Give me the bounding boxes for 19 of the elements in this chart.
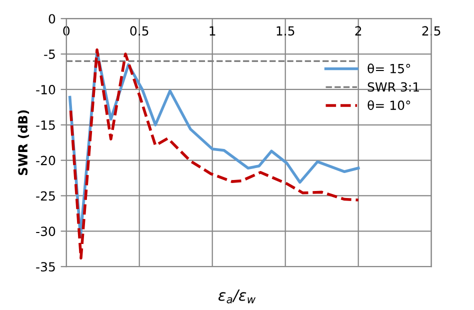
legend-label: θ= 10° (368, 100, 410, 110)
x-tick-label: 1 (210, 26, 216, 36)
y-tick-label: -20 (36, 156, 56, 166)
x-tick-label: 2 (355, 26, 362, 36)
y-tick-label: -35 (36, 262, 55, 272)
x-axis-title: ε$_{a}$/ε$_{w}$ (218, 290, 256, 304)
y-tick-label: 0 (48, 14, 56, 24)
y-tick-label: -15 (36, 120, 55, 130)
y-tick-label: -25 (36, 191, 55, 201)
legend-label: θ= 15° (368, 64, 410, 74)
y-tick-label: -10 (36, 84, 56, 94)
legend-label: SWR 3:1 (368, 82, 419, 92)
x-tick-label: 0 (63, 26, 70, 36)
x-tick-label: 2.5 (422, 26, 440, 36)
x-tick-label: 1.5 (276, 26, 294, 36)
y-tick-label: -30 (36, 226, 56, 236)
y-axis-title: SWR (dB) (18, 110, 30, 176)
x-tick-label: 0.5 (130, 26, 148, 36)
y-tick-label: -5 (44, 50, 55, 59)
